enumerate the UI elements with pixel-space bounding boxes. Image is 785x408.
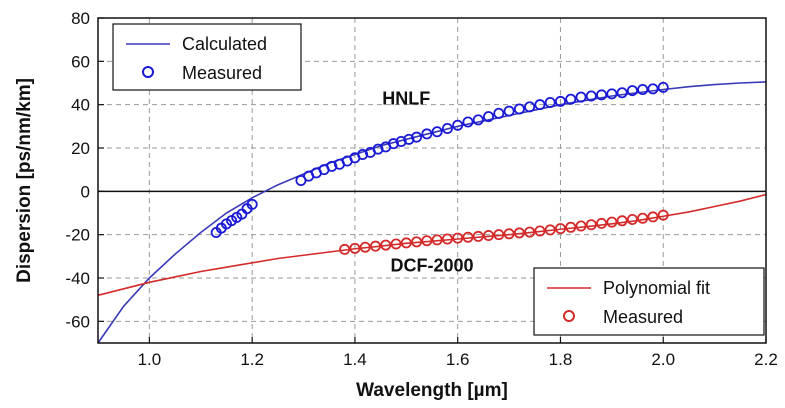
hnlf-measured-point bbox=[387, 138, 399, 150]
hnlf-measured-point bbox=[544, 97, 556, 109]
dcf-2000-measured-point bbox=[657, 209, 669, 221]
hnlf-measured-point bbox=[357, 148, 369, 160]
y-axis-title: Dispersion [ps/nm/km] bbox=[14, 78, 35, 283]
legend-polynomial-fit-label: Polynomial fit bbox=[603, 278, 710, 298]
annotation-dcf-2000: DCF-2000 bbox=[390, 256, 473, 276]
dcf-2000-measured-point bbox=[472, 230, 484, 242]
legend-measured-hnlf-swatch bbox=[142, 66, 154, 78]
dcf-2000-measured-point bbox=[441, 233, 453, 245]
x-tick-label: 2.0 bbox=[651, 350, 675, 369]
y-tick-label: 40 bbox=[71, 96, 90, 115]
legend-calculated-label: Calculated bbox=[182, 34, 267, 54]
dcf-2000-measured-point bbox=[359, 241, 371, 253]
dcf-2000-measured-point bbox=[483, 230, 495, 242]
dcf-2000-measured-point bbox=[585, 219, 597, 231]
series-layer bbox=[97, 81, 767, 344]
dcf-2000-measured-point bbox=[647, 211, 659, 223]
hnlf-measured-point bbox=[616, 87, 628, 99]
dcf-2000-measured-point bbox=[349, 242, 361, 254]
hnlf-measured-point bbox=[657, 81, 669, 93]
legend-measured-dcf-swatch bbox=[563, 310, 575, 322]
hnlf-measured-point bbox=[395, 135, 407, 147]
x-axis-title: Wavelength [µm] bbox=[356, 380, 508, 401]
legend-measured-hnlf-label: Measured bbox=[182, 63, 262, 83]
dcf-2000-measured-point bbox=[565, 221, 577, 233]
dcf-2000-measured-point bbox=[544, 224, 556, 236]
dcf-2000-measured-point bbox=[421, 235, 433, 247]
dcf-2000-measured-point bbox=[606, 216, 618, 228]
dcf-2000-measured-point bbox=[380, 239, 392, 251]
legend-hnlf-box bbox=[112, 23, 302, 91]
dcf-2000-measured-point bbox=[369, 240, 381, 252]
hnlf-measured-point bbox=[421, 128, 433, 140]
dcf-2000-measured-point bbox=[411, 236, 423, 248]
hnlf-measured-point bbox=[585, 90, 597, 102]
x-tick-label: 1.0 bbox=[138, 350, 162, 369]
dcf-2000-measured-point bbox=[637, 212, 649, 224]
dcf-2000-measured-point bbox=[524, 226, 536, 238]
dcf-2000-measured-point bbox=[400, 237, 412, 249]
dcf-2000-measured-point bbox=[616, 215, 628, 227]
x-tick-label: 1.2 bbox=[240, 350, 264, 369]
legend-dcf: Polynomial fit Measured bbox=[533, 267, 765, 336]
hnlf-measured-point bbox=[403, 133, 415, 145]
y-tick-label: 80 bbox=[71, 9, 90, 28]
hnlf-measured-point bbox=[431, 126, 443, 138]
dcf-2000-measured-point bbox=[503, 228, 515, 240]
plot-frame bbox=[97, 17, 767, 344]
dcf-2000-measured-point bbox=[493, 229, 505, 241]
dcf-2000-measured-point bbox=[575, 220, 587, 232]
hnlf-measured-point bbox=[554, 95, 566, 107]
hnlf-measured-point bbox=[452, 119, 464, 131]
dcf-2000-measured-point bbox=[452, 232, 464, 244]
hnlf-measured-point bbox=[493, 107, 505, 119]
y-tick-label: -60 bbox=[65, 312, 90, 331]
hnlf-measured-point bbox=[606, 88, 618, 100]
hnlf-measured-point bbox=[596, 89, 608, 101]
dcf-2000-measured-point bbox=[390, 238, 402, 250]
hnlf-measured-point bbox=[372, 143, 384, 155]
hnlf-measured-point bbox=[575, 91, 587, 103]
hnlf-measured-point bbox=[411, 131, 423, 143]
hnlf-measured-point bbox=[483, 111, 495, 123]
dcf-2000-measured-point bbox=[431, 234, 443, 246]
y-tick-label: 0 bbox=[81, 182, 90, 201]
hnlf-measured-point bbox=[524, 101, 536, 113]
hnlf-measured-point bbox=[503, 105, 515, 117]
hnlf-measured-point bbox=[626, 85, 638, 97]
hnlf-measured-point bbox=[513, 103, 525, 115]
hnlf-measured-point bbox=[326, 160, 338, 172]
grid-lines bbox=[98, 18, 766, 343]
hnlf-measured-point bbox=[441, 123, 453, 135]
hnlf-measured-point bbox=[246, 198, 258, 210]
x-tick-label: 1.6 bbox=[446, 350, 470, 369]
x-tick-label: 2.2 bbox=[754, 350, 778, 369]
x-tick-label: 1.8 bbox=[549, 350, 573, 369]
dcf-2000-measured-point bbox=[339, 243, 351, 255]
y-tick-label: -20 bbox=[65, 226, 90, 245]
x-tick-label: 1.4 bbox=[343, 350, 367, 369]
hnlf-measured-point bbox=[534, 99, 546, 111]
dcf-2000-measured-point bbox=[596, 217, 608, 229]
dcf-2000-measured-point bbox=[626, 213, 638, 225]
legend-dcf-box bbox=[533, 267, 765, 336]
legend-measured-dcf-label: Measured bbox=[603, 307, 683, 327]
dcf-2000-measured-point bbox=[462, 231, 474, 243]
y-tick-label: 20 bbox=[71, 139, 90, 158]
dcf-2000-measured-point bbox=[534, 225, 546, 237]
hnlf-measured-point bbox=[462, 116, 474, 128]
hnlf-measured-point bbox=[637, 84, 649, 96]
y-tick-label: -40 bbox=[65, 269, 90, 288]
hnlf-measured-point bbox=[647, 83, 659, 95]
annotation-hnlf: HNLF bbox=[382, 89, 430, 109]
legend-hnlf: Calculated Measured bbox=[112, 23, 302, 91]
dcf-2000-measured-point bbox=[513, 227, 525, 239]
dcf-2000-measured-point bbox=[554, 223, 566, 235]
hnlf-measured-point bbox=[565, 93, 577, 105]
y-tick-label: 60 bbox=[71, 52, 90, 71]
axis-ticks: 1.0 1.2 1.4 1.6 1.8 2.0 2.2 -60 -40 -20 0 20 40 60 80 bbox=[65, 9, 777, 369]
hnlf-measured-point bbox=[472, 114, 484, 126]
